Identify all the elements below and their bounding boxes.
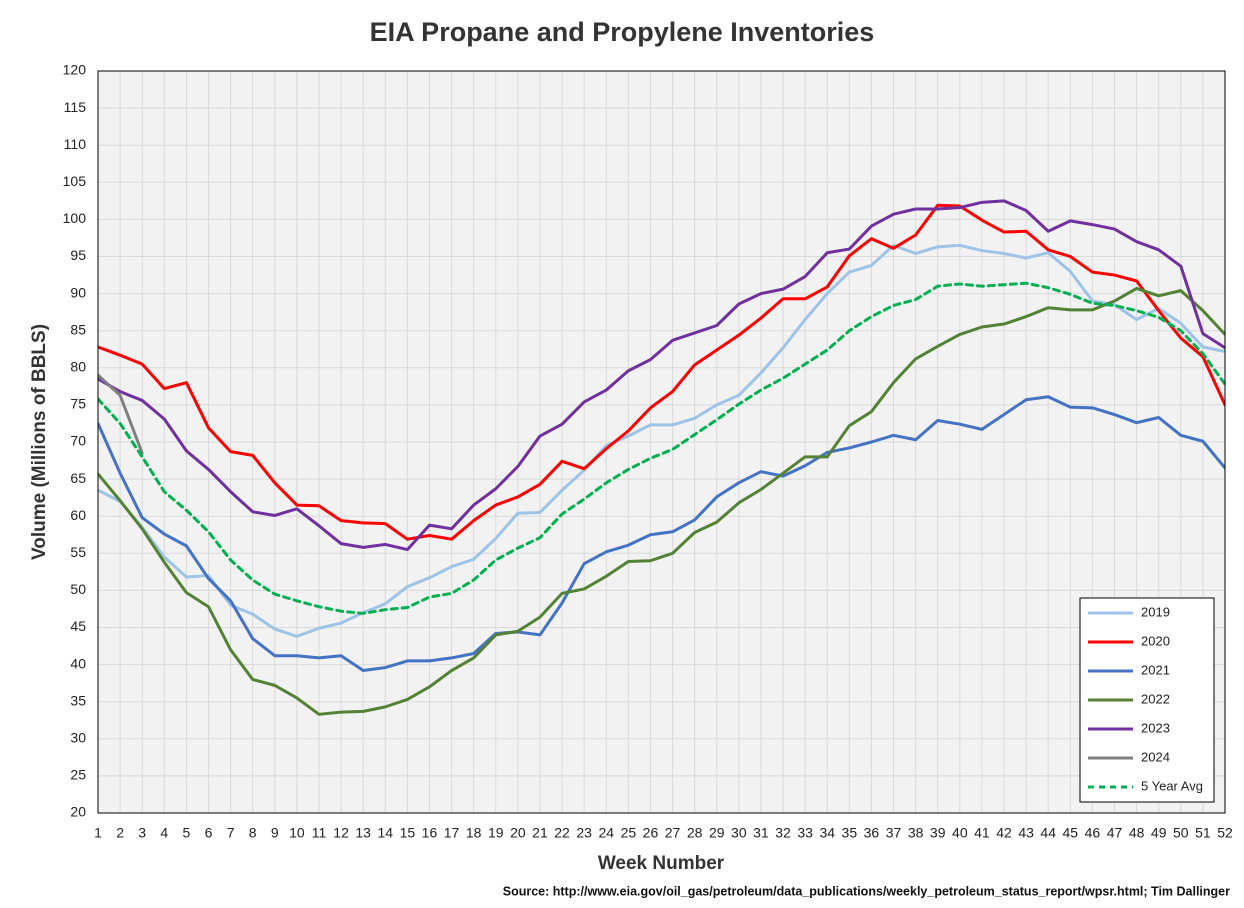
x-tick-label: 41 [974, 825, 990, 841]
x-tick-label: 51 [1195, 825, 1211, 841]
legend-label: 2023 [1141, 720, 1170, 735]
legend-label: 2024 [1141, 749, 1170, 764]
x-tick-label: 2 [116, 825, 124, 841]
y-tick-label: 65 [70, 470, 86, 486]
legend-label: 5 Year Avg [1141, 778, 1203, 793]
y-tick-label: 95 [70, 247, 86, 263]
x-tick-label: 24 [598, 825, 614, 841]
x-tick-label: 30 [731, 825, 747, 841]
series-line [98, 281, 1225, 615]
series-line [98, 395, 1225, 673]
x-tick-label: 18 [466, 825, 482, 841]
x-tick-label: 10 [289, 825, 305, 841]
plot-border [97, 70, 1226, 814]
x-tick-label: 50 [1173, 825, 1189, 841]
x-tick-label: 9 [271, 825, 279, 841]
x-tick-label: 27 [665, 825, 681, 841]
y-tick-label: 110 [64, 136, 87, 152]
x-tick-label: 44 [1040, 825, 1056, 841]
x-tick-label: 20 [510, 825, 526, 841]
x-tick-label: 12 [333, 825, 349, 841]
y-tick-label: 25 [70, 767, 86, 783]
y-tick-label: 100 [63, 210, 87, 226]
x-tick-label: 33 [797, 825, 813, 841]
legend-label: 2019 [1141, 604, 1170, 619]
x-axis-label: Week Number [598, 853, 725, 874]
x-tick-label: 13 [355, 825, 371, 841]
x-tick-label: 42 [996, 825, 1012, 841]
x-tick-label: 7 [227, 825, 235, 841]
y-tick-label: 80 [70, 359, 86, 375]
y-tick-label: 40 [70, 655, 86, 671]
y-tick-label: 45 [70, 618, 86, 634]
y-tick-label: 85 [70, 321, 86, 337]
x-tick-label: 48 [1129, 825, 1145, 841]
x-tick-label: 14 [377, 825, 393, 841]
x-tick-label: 26 [643, 825, 659, 841]
series-line [98, 203, 1225, 541]
legend-label: 2022 [1141, 691, 1170, 706]
x-tick-label: 34 [819, 825, 835, 841]
x-tick-label: 49 [1151, 825, 1167, 841]
x-tick-label: 8 [249, 825, 257, 841]
x-tick-label: 40 [952, 825, 968, 841]
y-tick-label: 50 [70, 581, 86, 597]
y-tick-label: 105 [63, 173, 87, 189]
x-tick-label: 25 [621, 825, 637, 841]
x-tick-label: 23 [576, 825, 592, 841]
y-tick-label: 120 [63, 62, 87, 78]
x-tick-label: 16 [422, 825, 438, 841]
x-tick-label: 11 [312, 825, 327, 841]
x-tick-label: 43 [1018, 825, 1034, 841]
y-tick-label: 90 [70, 284, 86, 300]
series-line [98, 199, 1225, 552]
x-tick-label: 47 [1107, 825, 1123, 841]
y-axis-label: Volume (Millions of BBLS) [29, 324, 50, 560]
x-tick-label: 35 [842, 825, 858, 841]
x-tick-label: 17 [444, 825, 460, 841]
x-tick-label: 5 [182, 825, 190, 841]
x-tick-label: 4 [160, 825, 168, 841]
y-tick-label: 20 [70, 804, 86, 820]
y-tick-label: 70 [70, 433, 86, 449]
x-tick-label: 6 [205, 825, 213, 841]
x-tick-label: 1 [94, 825, 102, 841]
x-tick-label: 36 [864, 825, 880, 841]
x-tick-label: 39 [930, 825, 946, 841]
y-tick-label: 55 [70, 544, 86, 560]
x-tick-label: 37 [886, 825, 902, 841]
y-tick-label: 30 [70, 730, 86, 746]
x-tick-label: 52 [1217, 825, 1233, 841]
x-tick-label: 22 [554, 825, 570, 841]
x-tick-label: 29 [709, 825, 725, 841]
chart-title: EIA Propane and Propylene Inventories [370, 17, 875, 47]
x-tick-label: 21 [532, 825, 548, 841]
source-note: Source: http://www.eia.gov/oil_gas/petro… [503, 884, 1230, 898]
x-tick-label: 32 [775, 825, 791, 841]
series-line [98, 373, 144, 455]
x-tick-label: 28 [687, 825, 703, 841]
x-tick-label: 38 [908, 825, 924, 841]
y-tick-label: 35 [70, 692, 86, 708]
y-tick-label: 75 [70, 396, 86, 412]
x-tick-label: 45 [1063, 825, 1079, 841]
x-tick-label: 3 [138, 825, 146, 841]
x-tick-label: 31 [753, 825, 769, 841]
y-tick-label: 115 [64, 99, 87, 115]
series-line [98, 243, 1225, 638]
legend-label: 2021 [1141, 662, 1170, 677]
lines [98, 199, 1225, 716]
x-tick-label: 19 [488, 825, 504, 841]
x-tick-label: 15 [400, 825, 416, 841]
legend-label: 2020 [1141, 633, 1170, 648]
x-tick-label: 46 [1085, 825, 1101, 841]
series-line [98, 286, 1225, 716]
y-tick-label: 60 [70, 507, 86, 523]
legend: 2019 2020 2021 2022 2023 2024 5 Year Avg [1079, 597, 1215, 803]
